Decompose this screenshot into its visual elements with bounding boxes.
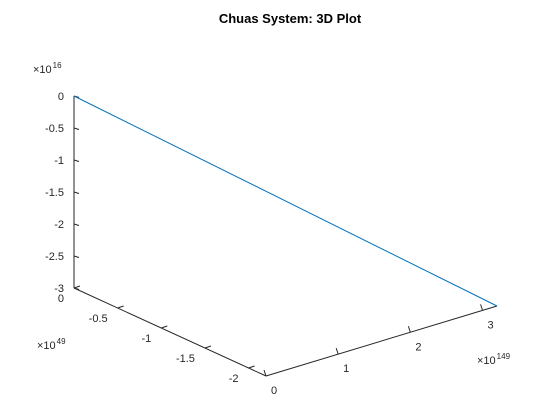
z-tick-mark [73, 191, 80, 194]
z-tick-label: -3 [54, 283, 64, 295]
x-tick-mark [204, 345, 212, 349]
x-tick-label: 0 [58, 293, 64, 305]
y-tick-mark [407, 326, 411, 333]
x-tick-mark [73, 285, 81, 289]
x-axis-multiplier: ×1049 [37, 337, 66, 352]
z-tick-label: -1 [54, 155, 64, 167]
y-tick-mark [263, 369, 267, 377]
x-tick-mark [161, 325, 168, 329]
z-tick-label: -0.5 [45, 123, 64, 135]
z-tick-label: 0 [58, 91, 64, 103]
y-tick-label: 0 [271, 385, 277, 397]
z-tick-label: -2 [54, 219, 64, 231]
x-tick-label: -1 [141, 333, 151, 345]
series-group [73, 95, 498, 307]
y-tick-label: 3 [488, 319, 494, 331]
y-tick-label: 1 [343, 363, 349, 375]
y-tick-mark [480, 304, 484, 311]
y-axis-multiplier: ×10149 [477, 352, 511, 367]
z-tick-mark [73, 223, 80, 226]
axes-group [73, 96, 498, 377]
x-tick-label: -0.5 [89, 313, 108, 325]
chart-title: Chuas System: 3D Plot [219, 11, 362, 26]
ticks-group [73, 95, 484, 377]
x-tick-mark [248, 365, 255, 369]
x-axis-line [73, 287, 267, 377]
axis-multipliers: ×1016 ×1049 ×10149 [33, 61, 511, 367]
series-line [73, 95, 498, 307]
y-tick-mark [335, 347, 339, 355]
z-tick-label: -1.5 [45, 187, 64, 199]
z-tick-mark [73, 127, 80, 130]
x-tick-label: -2 [229, 373, 239, 385]
z-tick-mark [73, 159, 80, 162]
z-tick-label: -2.5 [45, 251, 64, 263]
z-tick-mark [73, 287, 80, 290]
x-tick-label: -1.5 [176, 353, 195, 365]
z-axis-multiplier: ×1016 [33, 61, 62, 76]
x-tick-mark [117, 305, 124, 309]
y-tick-label: 2 [415, 341, 421, 353]
z-tick-mark [73, 255, 80, 258]
y-axis-line [265, 305, 498, 377]
